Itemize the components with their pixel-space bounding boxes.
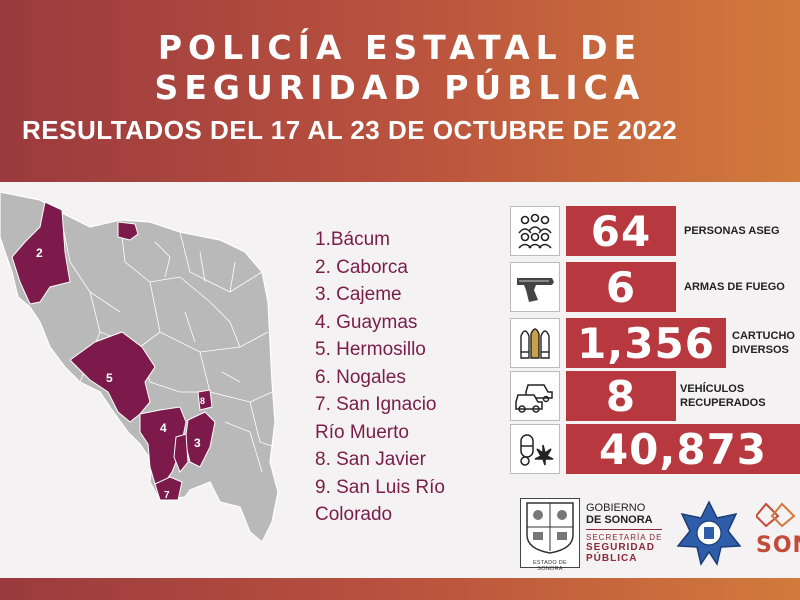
sonora-map: 2 6 5 8 4 3 7	[0, 191, 279, 542]
highlighted-municipalities	[11, 201, 216, 501]
stat-label-weapons: ARMAS DE FUEGO	[684, 281, 785, 293]
seal-icon	[526, 502, 574, 554]
list-item: 2. Caborca	[315, 256, 408, 278]
stat-label-vehicles-line1: VEHÍCULOS	[680, 383, 745, 395]
cars-icon	[510, 371, 560, 421]
sonora-brand-icon	[756, 502, 796, 528]
state-seal-logo: ESTADO DE SONORA	[520, 498, 580, 572]
footer-band	[0, 578, 800, 600]
stat-value-vehicles: 8	[566, 371, 676, 421]
secretaria-label: SECRETARÍA DE	[586, 533, 663, 542]
region-caborca	[11, 201, 71, 305]
seguridad-label: SEGURIDAD	[586, 542, 656, 553]
title-line-2: SEGURIDAD PÚBLICA	[154, 68, 646, 107]
map-label-4: 4	[160, 421, 167, 435]
region-san-javier	[197, 389, 213, 411]
municipality-list: 1.Bácum 2. Caborca 3. Cajeme 4. Guaymas …	[315, 226, 495, 529]
map-label-2: 2	[36, 246, 43, 260]
drugs-icon	[510, 424, 560, 474]
map-label-7: 7	[164, 490, 170, 501]
divider	[586, 529, 662, 530]
map-label-6: 6	[122, 225, 129, 239]
sonora-brand-logo: SON	[756, 500, 800, 570]
map-label-3: 3	[194, 436, 201, 450]
subtitle: RESULTADOS DEL 17 AL 23 DE OCTUBRE DE 20…	[22, 115, 678, 145]
stat-value-cartridges: 1,356	[566, 318, 726, 368]
stat-label-persons: PERSONAS ASEG	[684, 225, 780, 237]
seal-caption: ESTADO DE SONORA	[532, 560, 568, 572]
list-item: 1.Bácum	[315, 229, 390, 250]
stat-value-weapons: 6	[566, 262, 676, 312]
list-item: 9. San Luis Río	[315, 476, 445, 498]
stat-value-drugs: 40,873	[566, 424, 800, 474]
list-item: 4. Guaymas	[315, 311, 418, 333]
list-item: Colorado	[315, 504, 393, 525]
title-line-1: POLICÍA ESTATAL DE	[157, 28, 643, 67]
stat-label-vehicles: VEHÍCULOS RECUPERADOS	[680, 371, 766, 421]
region-bacum	[173, 433, 189, 473]
region-nogales	[117, 221, 139, 241]
cartridges-icon	[510, 318, 560, 368]
stat-label-vehicles-line2: RECUPERADOS	[680, 397, 766, 409]
map-labels: 2 6 5 8 4 3 7	[36, 225, 205, 501]
map-label-5: 5	[106, 371, 113, 385]
header-banner: POLICÍA ESTATAL DE SEGURIDAD PÚBLICA RES…	[0, 0, 800, 182]
region-guaymas	[139, 406, 187, 485]
list-item: 8. San Javier	[315, 449, 426, 470]
police-star-badge	[676, 500, 742, 566]
list-item: 6. Nogales	[315, 366, 406, 388]
sonora-label: DE SONORA	[586, 514, 653, 526]
list-item: Río Muerto	[315, 421, 409, 443]
pistol-icon	[510, 262, 560, 312]
list-item: 5. Hermosillo	[315, 339, 426, 360]
stat-label-cartridges-line2: DIVERSOS	[732, 344, 789, 356]
gobierno-label: GOBIERNO	[586, 502, 646, 514]
stat-label-cartridges: CARTUCHO DIVERSOS	[732, 318, 795, 368]
publica-label: PÚBLICA	[586, 553, 638, 564]
map-label-8: 8	[200, 396, 205, 406]
sonora-brand-text: SON	[756, 533, 800, 558]
list-item: 3. Cajeme	[315, 284, 402, 305]
region-hermosillo	[69, 331, 156, 423]
stat-value-persons: 64	[566, 206, 676, 256]
region-san-ignacio	[154, 476, 183, 501]
list-item: 7. San Ignacio	[315, 394, 437, 415]
municipal-borders	[59, 211, 276, 473]
stat-label-cartridges-line1: CARTUCHO	[732, 330, 795, 342]
gobierno-logo: GOBIERNO DE SONORA SECRETARÍA DE SEGURID…	[586, 502, 662, 564]
people-icon	[510, 206, 560, 256]
